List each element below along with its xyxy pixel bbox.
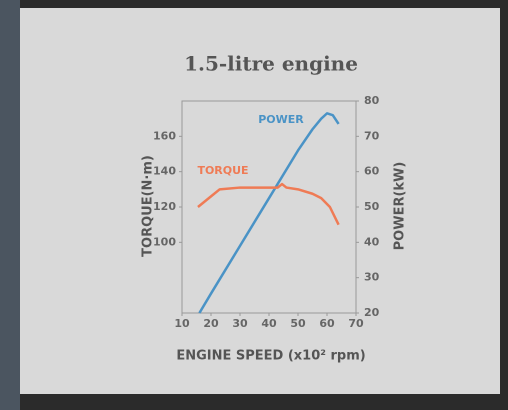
y2-tick-label: 40 [364,235,380,248]
x-tick-label: 20 [203,317,219,330]
screenshot: 1.5-litre engine ENGINE SPEED (x10² rpm)… [0,0,508,410]
photo-strip [0,0,20,410]
series-label: TORQUE [197,164,248,177]
y2-tick-label: 50 [364,200,380,213]
page: {"chart_data": {"type": "line", "title":… [0,0,508,410]
y2-tick-label: 20 [364,306,380,319]
x-tick-label: 40 [261,317,277,330]
x-tick-label: 60 [319,317,335,330]
y2-axis-title: POWER(kW) [393,162,408,251]
x-tick-label: 70 [348,317,364,330]
chart-title: 1.5-litre engine [184,52,358,76]
y2-tick-label: 70 [364,129,380,142]
x-axis-title: ENGINE SPEED (x10² rpm) [176,349,365,364]
y-tick-label: 140 [153,165,176,178]
x-tick-label: 30 [232,317,248,330]
y2-tick-label: 60 [364,165,380,178]
y-tick-label: 160 [153,129,176,142]
x-tick-label: 50 [290,317,306,330]
series-label: POWER [258,113,304,126]
y-tick-label: 120 [153,200,176,213]
y2-tick-label: 80 [364,94,380,107]
y2-tick-label: 30 [364,271,380,284]
x-tick-label: 10 [174,317,190,330]
y-tick-label: 100 [153,235,176,248]
